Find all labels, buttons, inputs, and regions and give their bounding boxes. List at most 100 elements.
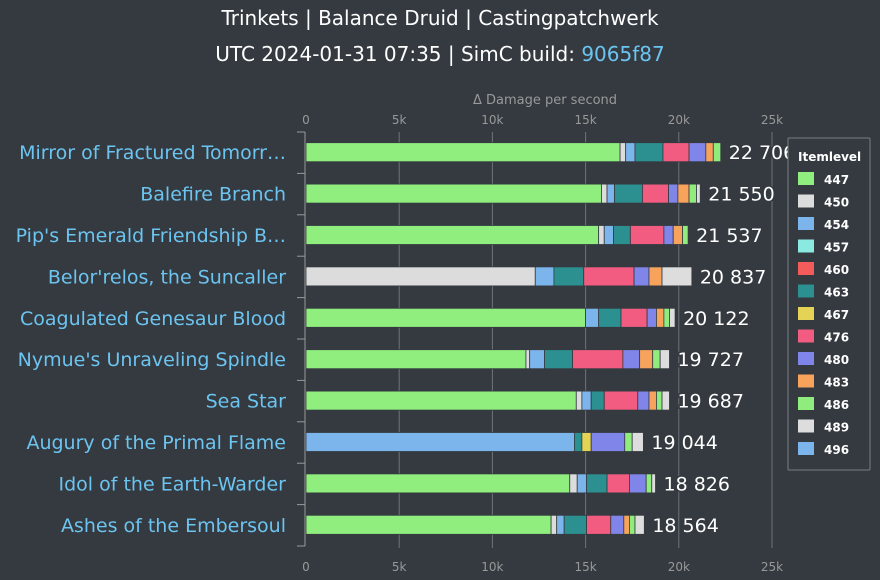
legend-swatch[interactable]	[798, 419, 814, 433]
bar-segment-476[interactable]	[642, 183, 669, 204]
bar-segment-489[interactable]	[661, 390, 670, 411]
legend-swatch[interactable]	[798, 442, 814, 455]
legend-swatch[interactable]	[798, 239, 814, 253]
legend-item-486[interactable]: 486	[824, 398, 849, 412]
bar-segment-480[interactable]	[622, 349, 641, 370]
category-label[interactable]: Nymue's Unraveling Spindle	[18, 349, 286, 371]
bar-segment-454[interactable]	[556, 514, 565, 535]
legend-item-447[interactable]: 447	[824, 173, 849, 187]
bar-segment-480[interactable]	[646, 307, 657, 328]
bar-segment-486[interactable]	[682, 225, 689, 245]
bar-segment-463[interactable]	[614, 183, 643, 204]
bar-segment-489[interactable]	[696, 183, 701, 204]
bar-segment-489[interactable]	[634, 514, 645, 535]
bar-segment-476[interactable]	[586, 514, 612, 535]
bar-segment-480[interactable]	[590, 432, 626, 452]
bar-segment-450[interactable]	[619, 142, 627, 163]
category-label[interactable]: Coagulated Genesaur Blood	[20, 308, 286, 330]
bar-segment-480[interactable]	[610, 514, 625, 535]
category-label[interactable]: Pip's Emerald Friendship B…	[16, 225, 286, 247]
bar-segment-454[interactable]	[529, 349, 545, 370]
bar-segment-454[interactable]	[305, 432, 575, 452]
bar-segment-489[interactable]	[661, 266, 693, 287]
legend-swatch[interactable]	[798, 307, 814, 320]
category-label[interactable]: Sea Star	[206, 391, 287, 413]
bar-segment-463[interactable]	[613, 225, 631, 245]
bar-segment-447[interactable]	[305, 142, 621, 163]
bar-segment-450[interactable]	[569, 473, 578, 494]
bar-segment-476[interactable]	[629, 225, 665, 245]
legend-swatch[interactable]	[798, 397, 814, 410]
bar-segment-483[interactable]	[639, 349, 654, 370]
bar-segment-454[interactable]	[603, 225, 614, 245]
legend-item-489[interactable]: 489	[824, 421, 849, 435]
bar-segment-489[interactable]	[631, 432, 644, 452]
legend-swatch[interactable]	[798, 374, 814, 388]
bar-segment-467[interactable]	[581, 432, 592, 452]
legend-swatch[interactable]	[798, 329, 814, 343]
bar-segment-463[interactable]	[544, 349, 573, 370]
bar-segment-489[interactable]	[659, 349, 670, 370]
bar-segment-480[interactable]	[663, 225, 674, 245]
bar-segment-463[interactable]	[553, 266, 585, 287]
bar-segment-463[interactable]	[590, 390, 605, 411]
legend-item-476[interactable]: 476	[824, 331, 849, 345]
bar-segment-463[interactable]	[598, 307, 622, 328]
legend-item-450[interactable]: 450	[824, 196, 849, 210]
legend-item-457[interactable]: 457	[824, 241, 849, 255]
bar-segment-483[interactable]	[648, 266, 663, 287]
bar-segment-454[interactable]	[606, 183, 615, 204]
bar-segment-450[interactable]	[525, 349, 531, 370]
bar-segment-454[interactable]	[581, 390, 592, 411]
bar-segment-450[interactable]	[305, 266, 536, 287]
category-label[interactable]: Idol of the Earth-Warder	[59, 473, 287, 495]
bar-segment-454[interactable]	[534, 266, 555, 287]
bar-segment-483[interactable]	[705, 142, 714, 163]
bar-segment-476[interactable]	[662, 142, 690, 163]
bar-segment-476[interactable]	[583, 266, 635, 287]
bar-segment-450[interactable]	[598, 225, 605, 245]
bar-segment-447[interactable]	[305, 183, 602, 204]
bar-segment-447[interactable]	[305, 390, 577, 411]
bar-segment-463[interactable]	[634, 142, 664, 163]
legend-item-460[interactable]: 460	[824, 263, 849, 277]
legend-item-467[interactable]: 467	[824, 308, 849, 322]
bar-segment-447[interactable]	[305, 349, 527, 370]
bar-segment-486[interactable]	[656, 390, 663, 411]
bar-segment-480[interactable]	[688, 142, 707, 163]
bar-segment-489[interactable]	[669, 307, 676, 328]
bar-segment-447[interactable]	[305, 307, 587, 328]
bar-segment-489[interactable]	[651, 473, 656, 494]
bar-segment-450[interactable]	[601, 183, 608, 204]
legend-item-463[interactable]: 463	[824, 286, 849, 300]
legend-item-454[interactable]: 454	[824, 218, 849, 232]
bar-segment-486[interactable]	[712, 142, 722, 163]
bar-segment-483[interactable]	[677, 183, 690, 204]
bar-segment-450[interactable]	[575, 390, 583, 411]
bar-segment-486[interactable]	[652, 349, 661, 370]
bar-segment-454[interactable]	[585, 307, 600, 328]
bar-segment-476[interactable]	[572, 349, 624, 370]
bar-segment-463[interactable]	[586, 473, 608, 494]
legend-swatch[interactable]	[798, 172, 814, 185]
category-label[interactable]: Ashes of the Embersoul	[61, 515, 286, 537]
bar-segment-463[interactable]	[563, 514, 587, 535]
bar-segment-463[interactable]	[574, 432, 583, 452]
legend-swatch[interactable]	[798, 262, 814, 275]
bar-segment-486[interactable]	[624, 432, 633, 452]
bar-segment-483[interactable]	[656, 307, 665, 328]
legend-swatch[interactable]	[798, 194, 814, 208]
bar-segment-480[interactable]	[668, 183, 679, 204]
bar-segment-447[interactable]	[305, 225, 600, 245]
bar-segment-483[interactable]	[648, 390, 657, 411]
legend-swatch[interactable]	[798, 284, 814, 298]
bar-segment-486[interactable]	[663, 307, 670, 328]
bar-segment-480[interactable]	[629, 473, 647, 494]
bar-segment-480[interactable]	[633, 266, 650, 287]
legend-item-480[interactable]: 480	[824, 353, 849, 367]
bar-segment-480[interactable]	[637, 390, 650, 411]
bar-segment-447[interactable]	[305, 473, 571, 494]
bar-segment-486[interactable]	[645, 473, 653, 494]
bar-segment-454[interactable]	[576, 473, 587, 494]
category-label[interactable]: Balefire Branch	[140, 184, 286, 206]
